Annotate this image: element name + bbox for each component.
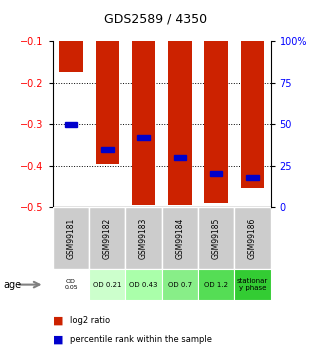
Bar [59, 41, 83, 72]
Bar [204, 41, 228, 203]
Bar [101, 147, 114, 151]
Bar [198, 269, 234, 300]
Text: OD 1.2: OD 1.2 [204, 282, 228, 288]
Text: GSM99184: GSM99184 [175, 217, 184, 259]
Bar [234, 207, 271, 269]
Text: GSM99183: GSM99183 [139, 217, 148, 259]
Bar [53, 269, 89, 300]
Text: OD 0.21: OD 0.21 [93, 282, 122, 288]
Bar [241, 41, 264, 188]
Bar [168, 41, 192, 205]
Bar [89, 207, 125, 269]
Bar [65, 122, 77, 127]
Bar [198, 207, 234, 269]
Bar [137, 135, 150, 140]
Bar [132, 41, 156, 205]
Text: GSM99181: GSM99181 [67, 217, 76, 259]
Text: GSM99186: GSM99186 [248, 217, 257, 259]
Bar [95, 41, 119, 164]
Bar [53, 207, 89, 269]
Bar [162, 207, 198, 269]
Text: ■: ■ [53, 335, 63, 345]
Bar [174, 155, 186, 160]
Text: GDS2589 / 4350: GDS2589 / 4350 [104, 12, 207, 25]
Bar [210, 171, 222, 176]
Text: GSM99182: GSM99182 [103, 217, 112, 259]
Bar [246, 175, 259, 180]
Text: percentile rank within the sample: percentile rank within the sample [70, 335, 212, 344]
Bar [125, 207, 162, 269]
Text: GSM99185: GSM99185 [212, 217, 220, 259]
Text: age: age [3, 280, 21, 289]
Bar [234, 269, 271, 300]
Text: OD 0.43: OD 0.43 [129, 282, 158, 288]
Bar [125, 269, 162, 300]
Bar [89, 269, 125, 300]
Bar [162, 269, 198, 300]
Text: stationar
y phase: stationar y phase [237, 278, 268, 291]
Text: ■: ■ [53, 316, 63, 326]
Text: OD 0.7: OD 0.7 [168, 282, 192, 288]
Text: log2 ratio: log2 ratio [70, 316, 110, 325]
Text: OD
0.05: OD 0.05 [64, 279, 78, 290]
